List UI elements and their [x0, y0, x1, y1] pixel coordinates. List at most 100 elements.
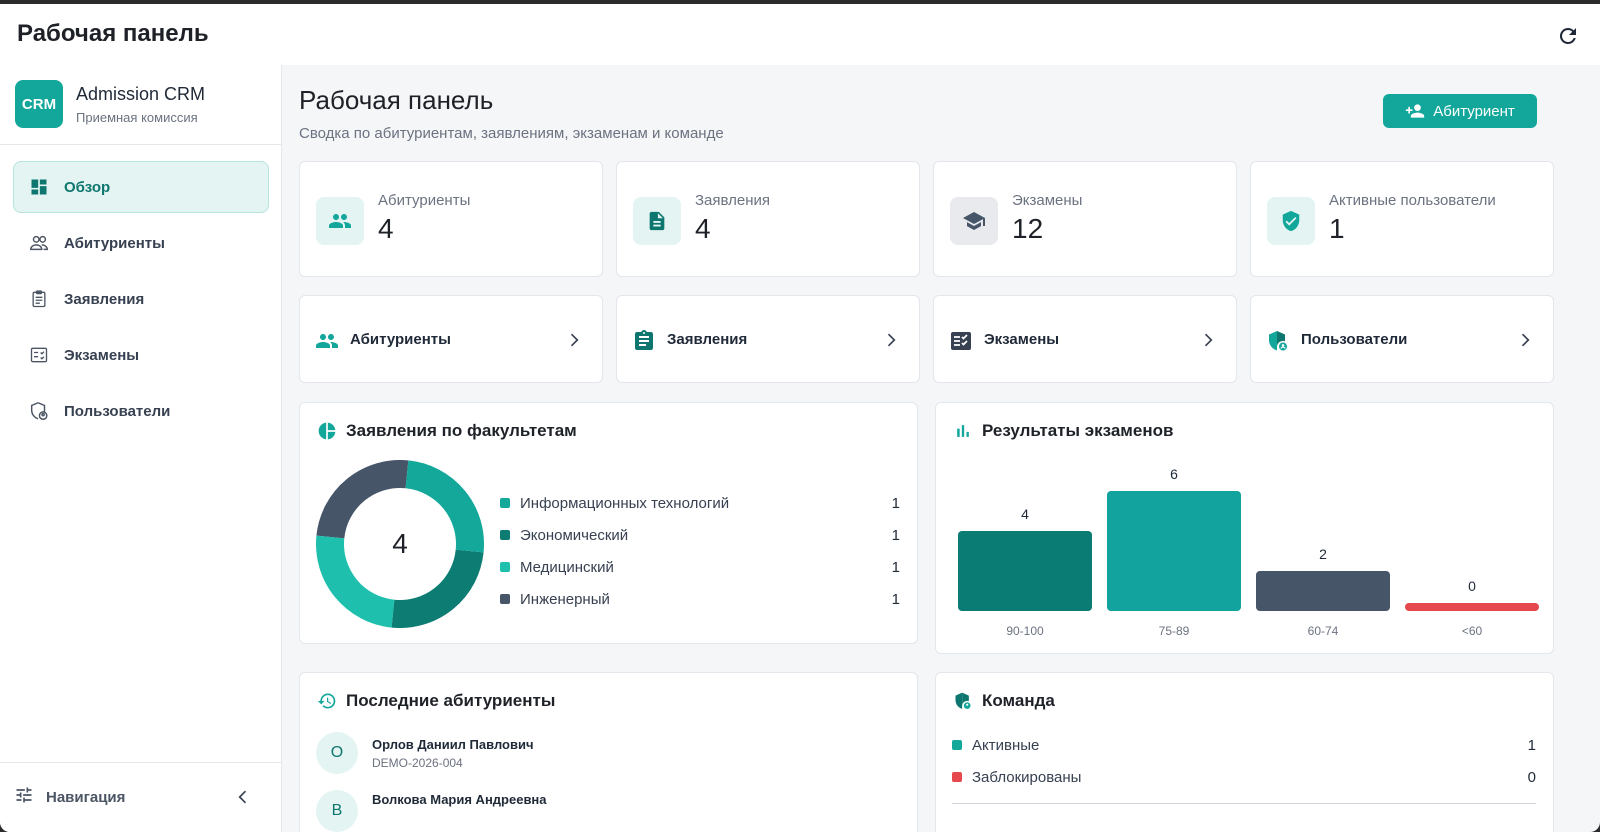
people-icon	[28, 232, 50, 254]
legend-value: 1	[891, 558, 900, 576]
bar-value-label: 4	[1021, 506, 1029, 522]
sidebar-item-overview[interactable]: Обзор	[13, 161, 269, 213]
legend-swatch	[500, 530, 510, 540]
applicant-code: DEMO-2026-004	[372, 755, 463, 770]
donut-segment	[391, 549, 484, 628]
sidebar-item-label: Абитуриенты	[64, 234, 165, 252]
main-content: Рабочая панель Сводка по абитуриентам, з…	[282, 65, 1600, 832]
bar-category-label: <60	[1462, 624, 1483, 638]
faculty-panel-title: Заявления по факультетам	[346, 421, 577, 440]
team-label: Заблокированы	[972, 768, 1082, 786]
link-card-applicants[interactable]: Абитуриенты	[299, 295, 603, 383]
bar-category-label: 60-74	[1308, 624, 1339, 638]
avatar: В	[316, 790, 358, 832]
team-value: 1	[1527, 736, 1536, 754]
sidebar: CRM Admission CRM Приемная комиссия Обзо…	[0, 65, 282, 832]
chevron-right-icon	[1515, 330, 1535, 350]
exam-results-chart: 4 90-100 6 75-89 2 60-74 0 <60	[958, 466, 1539, 638]
recent-applicant-row[interactable]: О Орлов Даниил Павлович DEMO-2026-004	[316, 731, 534, 775]
legend-label: Медицинский	[520, 558, 614, 576]
exam-bar	[958, 531, 1092, 611]
exam-bar	[1405, 603, 1539, 611]
link-card-label: Заявления	[667, 331, 748, 348]
applicant-name: Волкова Мария Андреевна	[372, 792, 547, 807]
donut-segment	[405, 460, 484, 553]
user-shield-icon	[1266, 329, 1290, 353]
legend-value: 1	[891, 494, 900, 512]
page-subtitle: Сводка по абитуриентам, заявлениям, экза…	[299, 125, 724, 142]
stat-card-active-users: Активные пользователи 1	[1250, 161, 1554, 277]
sidebar-item-applications[interactable]: Заявления	[13, 273, 269, 325]
legend-swatch	[500, 498, 510, 508]
team-panel: Команда Активные 1 Заблокированы 0	[935, 672, 1554, 832]
stat-label: Активные пользователи	[1329, 192, 1496, 209]
legend-swatch	[952, 740, 962, 750]
brand-subtitle: Приемная комиссия	[76, 109, 198, 125]
add-applicant-label: Абитуриент	[1433, 102, 1515, 120]
legend-item: Медицинский 1	[500, 551, 900, 583]
exam-bar	[1107, 491, 1241, 611]
recent-applicant-row[interactable]: В Волкова Мария Андреевна	[316, 790, 547, 832]
legend-label: Инженерный	[520, 590, 610, 608]
legend-swatch	[500, 562, 510, 572]
avatar: О	[316, 732, 358, 774]
link-card-applications[interactable]: Заявления	[616, 295, 920, 383]
stat-label: Заявления	[695, 192, 771, 209]
recent-applicants-title: Последние абитуриенты	[346, 691, 556, 710]
stat-label: Абитуриенты	[378, 192, 471, 209]
brand: CRM Admission CRM Приемная комиссия	[15, 80, 205, 128]
sidebar-item-exams[interactable]: Экзамены	[13, 329, 269, 381]
bar-category-label: 90-100	[1006, 624, 1044, 638]
sidebar-item-label: Обзор	[64, 178, 111, 196]
donut-segment	[316, 460, 409, 539]
sidebar-nav: Обзор Абитуриенты Заявления Экзамены	[13, 161, 269, 441]
stat-value: 4	[695, 213, 711, 244]
bar-value-label: 0	[1468, 578, 1476, 594]
brand-name: Admission CRM	[76, 83, 206, 104]
chevron-right-icon	[881, 330, 901, 350]
user-shield-icon	[28, 400, 50, 422]
stat-value: 1	[1329, 213, 1345, 244]
document-icon	[633, 197, 681, 245]
dashboard-icon	[28, 176, 50, 198]
stat-card-applicants: Абитуриенты 4	[299, 161, 603, 277]
sidebar-item-applicants[interactable]: Абитуриенты	[13, 217, 269, 269]
add-applicant-button[interactable]: Абитуриент	[1383, 94, 1537, 128]
legend-swatch	[500, 594, 510, 604]
link-card-exams[interactable]: Экзамены	[933, 295, 1237, 383]
person-add-icon	[1406, 104, 1425, 118]
refresh-icon[interactable]	[1556, 24, 1580, 48]
faculty-legend: Информационных технологий 1 Экономически…	[500, 487, 900, 615]
checklist-icon	[949, 329, 973, 353]
graduation-cap-icon	[950, 197, 998, 245]
divider	[952, 803, 1536, 804]
tune-icon	[14, 785, 34, 810]
team-label: Активные	[972, 736, 1040, 754]
sidebar-item-label: Заявления	[64, 290, 145, 308]
exam-bar	[1256, 571, 1390, 611]
legend-label: Информационных технологий	[520, 494, 730, 512]
legend-item: Инженерный 1	[500, 583, 900, 615]
shield-check-icon	[1267, 197, 1315, 245]
user-shield-icon	[953, 691, 973, 711]
pie-chart-icon	[317, 421, 337, 441]
exam-results-panel: Результаты экзаменов 4 90-100 6 75-89 2 60-74…	[935, 402, 1554, 654]
top-bar: Рабочая панель	[0, 4, 1600, 65]
legend-swatch	[952, 772, 962, 782]
team-title: Команда	[982, 691, 1055, 710]
bar-value-label: 6	[1170, 466, 1178, 482]
legend-label: Экономический	[520, 526, 629, 544]
sidebar-footer: Навигация	[0, 762, 281, 832]
brand-logo: CRM	[15, 80, 63, 128]
clipboard-icon	[632, 329, 656, 353]
bar-chart-icon	[953, 421, 973, 441]
legend-item: Информационных технологий 1	[500, 487, 900, 519]
link-card-users[interactable]: Пользователи	[1250, 295, 1554, 383]
people-icon	[316, 197, 364, 245]
sidebar-item-label: Экзамены	[64, 346, 140, 364]
stat-card-applications: Заявления 4	[616, 161, 920, 277]
sidebar-item-users[interactable]: Пользователи	[13, 385, 269, 437]
donut-segment	[316, 535, 395, 628]
navigation-label: Навигация	[46, 789, 126, 806]
chevron-left-icon[interactable]	[233, 787, 253, 807]
